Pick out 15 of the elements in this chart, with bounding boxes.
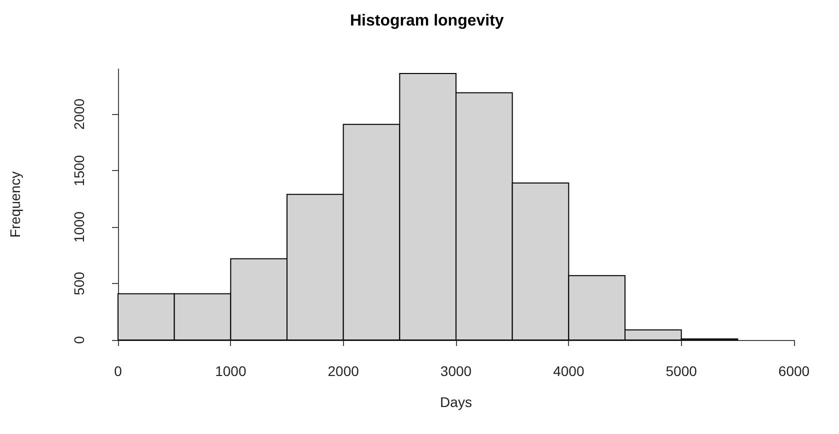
y-tick-label: 0 xyxy=(71,336,87,344)
y-axis-title: Frequency xyxy=(7,171,23,238)
x-tick-label: 1000 xyxy=(215,363,246,379)
x-tick-label: 6000 xyxy=(778,363,810,379)
y-tick-label: 500 xyxy=(71,272,87,296)
y-tick-label: 1500 xyxy=(71,154,87,186)
chart-title: Histogram longevity xyxy=(350,12,504,30)
x-axis-title: Days xyxy=(440,394,472,410)
x-tick-label: 2000 xyxy=(328,363,360,379)
x-tick-label: 5000 xyxy=(666,363,698,379)
x-tick-label: 0 xyxy=(114,363,122,379)
y-tick-label: 1000 xyxy=(71,211,87,243)
x-tick-label: 4000 xyxy=(553,363,584,379)
y-tick-label: 2000 xyxy=(71,98,87,130)
x-tick-label: 3000 xyxy=(440,363,472,379)
